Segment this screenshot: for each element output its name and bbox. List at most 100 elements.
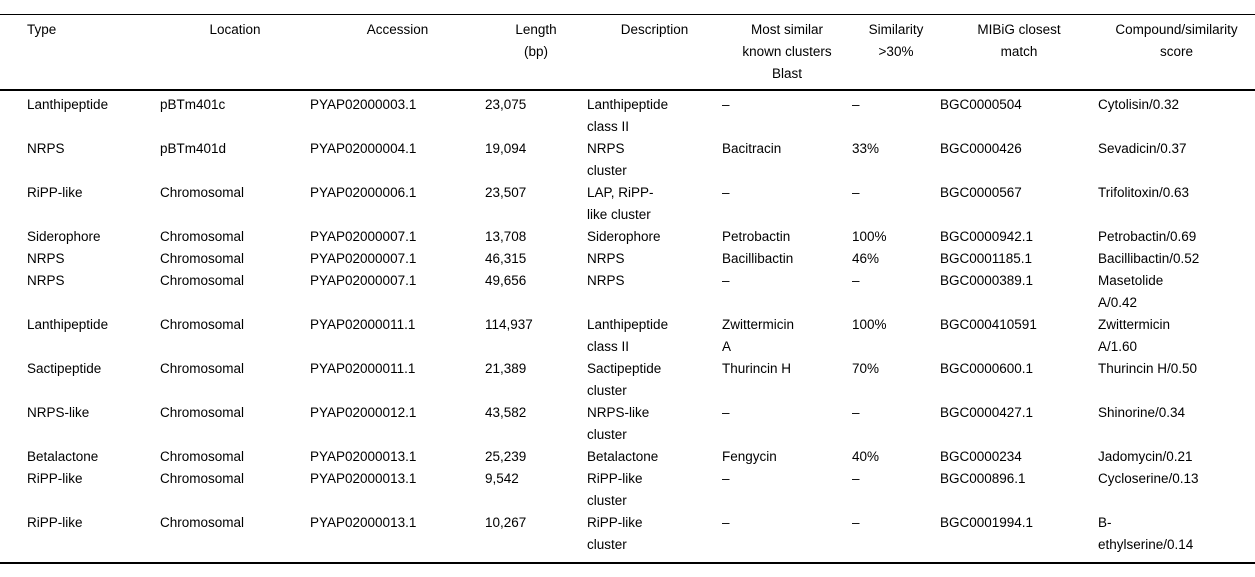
table-cell-compound-similarity-score: Shinorine/0.34	[1098, 405, 1186, 420]
table-cell-type: Lanthipeptide	[27, 317, 109, 332]
table-cell-compound-similarity-score: Thurincin H/0.50	[1098, 361, 1198, 376]
table-cell-accession: PYAP02000013.1	[310, 471, 417, 486]
table-cell-mibig-closest-match: BGC0000504	[940, 97, 1022, 112]
table-cell-mibig-closest-match: BGC000896.1	[940, 471, 1026, 486]
table-cell-description: RiPP-like cluster	[587, 515, 643, 552]
table-cell-length-bp: 46,315	[485, 251, 527, 266]
table-cell-accession: PYAP02000011.1	[310, 361, 416, 376]
table-cell-length-bp: 19,094	[485, 141, 527, 156]
header-row: Type Location Accession Length (bp) Descript…	[0, 14, 1255, 91]
column-header-length-bp: Length (bp)	[485, 14, 587, 91]
table-cell-location: Chromosomal	[160, 273, 245, 288]
table-cell-similarity-over-30pct: –	[852, 471, 860, 486]
column-header-description: Description	[587, 14, 722, 91]
results-table: Type Location Accession Length (bp) Descript…	[0, 14, 1255, 564]
table-cell-most-similar-known-clusters-blast: Petrobactin	[722, 229, 791, 244]
table-cell-type: NRPS-like	[27, 405, 90, 420]
table-cell-mibig-closest-match: BGC0000389.1	[940, 273, 1034, 288]
table-cell-accession: PYAP02000013.1	[310, 449, 417, 464]
table-row: NRPS-like Chromosomal PYAP02000012.1 43,582…	[0, 402, 1255, 446]
table-cell-length-bp: 23,507	[485, 185, 527, 200]
table-cell-description: NRPS-like cluster	[587, 405, 650, 442]
table-cell-type: NRPS	[27, 141, 65, 156]
table-cell-mibig-closest-match: BGC0001185.1	[940, 251, 1033, 266]
table-cell-type: Lanthipeptide	[27, 97, 109, 112]
table-cell-mibig-closest-match: BGC0000426	[940, 141, 1022, 156]
table-cell-length-bp: 13,708	[485, 229, 527, 244]
table-cell-mibig-closest-match: BGC0000234	[940, 449, 1022, 464]
table-cell-compound-similarity-score: Trifolitoxin/0.63	[1098, 185, 1190, 200]
table-cell-compound-similarity-score: Masetolide A/0.42	[1098, 273, 1164, 310]
table-cell-location: Chromosomal	[160, 471, 245, 486]
table-body: Lanthipeptide pBTm401c PYAP02000003.1 23,07…	[0, 90, 1255, 563]
table-cell-most-similar-known-clusters-blast: –	[722, 185, 730, 200]
table-cell-most-similar-known-clusters-blast: Zwittermicin A	[722, 317, 795, 354]
table-cell-similarity-over-30pct: 40%	[852, 449, 880, 464]
table-row: NRPS Chromosomal PYAP02000007.1 49,656 NRPS –…	[0, 270, 1255, 314]
table-cell-description: Sactipeptide cluster	[587, 361, 662, 398]
table-cell-description: Lanthipeptide class II	[587, 317, 669, 354]
column-header-similarity-over-30pct: Similarity >30%	[852, 14, 940, 91]
table-cell-location: pBTm401c	[160, 97, 226, 112]
table-cell-type: Siderophore	[27, 229, 101, 244]
table-cell-similarity-over-30pct: 100%	[852, 229, 887, 244]
table-cell-compound-similarity-score: Bacillibactin/0.52	[1098, 251, 1200, 266]
table-cell-description: Siderophore	[587, 229, 661, 244]
table-cell-accession: PYAP02000007.1	[310, 251, 417, 266]
table-cell-accession: PYAP02000011.1	[310, 317, 416, 332]
table-row: Siderophore Chromosomal PYAP02000007.1 13,7…	[0, 226, 1255, 248]
table-cell-location: Chromosomal	[160, 405, 245, 420]
table-row: RiPP-like Chromosomal PYAP02000006.1 23,507…	[0, 182, 1255, 226]
table-cell-most-similar-known-clusters-blast: Bacitracin	[722, 141, 782, 156]
table-cell-description: RiPP-like cluster	[587, 471, 643, 508]
table-cell-accession: PYAP02000007.1	[310, 273, 417, 288]
table-cell-most-similar-known-clusters-blast: Thurincin H	[722, 361, 792, 376]
table-cell-compound-similarity-score: Jadomycin/0.21	[1098, 449, 1193, 464]
table-cell-type: NRPS	[27, 251, 65, 266]
table-cell-location: pBTm401d	[160, 141, 227, 156]
table-cell-description: LAP, RiPP- like cluster	[587, 185, 654, 222]
table-cell-description: NRPS	[587, 273, 625, 288]
table-cell-accession: PYAP02000003.1	[310, 97, 417, 112]
table-cell-most-similar-known-clusters-blast: –	[722, 405, 730, 420]
table-cell-location: Chromosomal	[160, 317, 245, 332]
table-cell-type: Sactipeptide	[27, 361, 102, 376]
table-cell-mibig-closest-match: BGC0000427.1	[940, 405, 1034, 420]
table-cell-description: Betalactone	[587, 449, 659, 464]
column-header-type: Type	[0, 14, 160, 91]
table-cell-mibig-closest-match: BGC0000567	[940, 185, 1022, 200]
table-cell-most-similar-known-clusters-blast: Bacillibactin	[722, 251, 794, 266]
table-cell-description: NRPS cluster	[587, 141, 627, 178]
table-cell-accession: PYAP02000007.1	[310, 229, 417, 244]
table-cell-most-similar-known-clusters-blast: –	[722, 471, 730, 486]
table-cell-similarity-over-30pct: –	[852, 405, 860, 420]
table-cell-type: RiPP-like	[27, 515, 83, 530]
table-cell-location: Chromosomal	[160, 449, 245, 464]
table-cell-most-similar-known-clusters-blast: –	[722, 97, 730, 112]
table-cell-compound-similarity-score: Cytolisin/0.32	[1098, 97, 1180, 112]
table-cell-similarity-over-30pct: –	[852, 97, 860, 112]
table-cell-accession: PYAP02000006.1	[310, 185, 417, 200]
table-cell-most-similar-known-clusters-blast: –	[722, 273, 730, 288]
table-cell-type: RiPP-like	[27, 471, 83, 486]
table-cell-similarity-over-30pct: 70%	[852, 361, 880, 376]
table-cell-length-bp: 10,267	[485, 515, 527, 530]
table-cell-length-bp: 9,542	[485, 471, 519, 486]
table-cell-accession: PYAP02000004.1	[310, 141, 417, 156]
table-cell-length-bp: 114,937	[485, 317, 533, 332]
table-cell-type: Betalactone	[27, 449, 99, 464]
table-cell-type: NRPS	[27, 273, 65, 288]
table-row: Sactipeptide Chromosomal PYAP02000011.1 21,…	[0, 358, 1255, 402]
table-cell-location: Chromosomal	[160, 515, 245, 530]
table-cell-location: Chromosomal	[160, 229, 245, 244]
table-cell-description: NRPS	[587, 251, 625, 266]
column-header-location: Location	[160, 14, 310, 91]
table-cell-type: RiPP-like	[27, 185, 83, 200]
table-cell-length-bp: 43,582	[485, 405, 527, 420]
column-header-most-similar-known-clusters-blast: Most similar known clusters Blast	[722, 14, 852, 91]
table-cell-length-bp: 49,656	[485, 273, 527, 288]
table-cell-similarity-over-30pct: –	[852, 185, 860, 200]
table-row: RiPP-like Chromosomal PYAP02000013.1 10,267…	[0, 512, 1255, 563]
table-row: NRPS pBTm401d PYAP02000004.1 19,094 NRPS clu…	[0, 138, 1255, 182]
